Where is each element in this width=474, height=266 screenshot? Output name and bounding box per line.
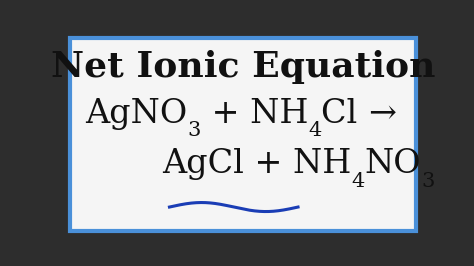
Text: Cl: Cl xyxy=(321,98,368,130)
Text: →: → xyxy=(368,98,396,130)
Text: 4: 4 xyxy=(352,172,365,190)
Text: + NH: + NH xyxy=(201,98,308,130)
Text: NO: NO xyxy=(365,148,421,180)
Text: 3: 3 xyxy=(421,172,435,190)
FancyBboxPatch shape xyxy=(70,38,416,231)
Text: AgNO: AgNO xyxy=(85,98,187,130)
Text: 4: 4 xyxy=(308,121,321,140)
Text: 3: 3 xyxy=(187,121,201,140)
Text: AgCl + NH: AgCl + NH xyxy=(162,148,352,180)
Text: Net Ionic Equation: Net Ionic Equation xyxy=(51,50,435,84)
